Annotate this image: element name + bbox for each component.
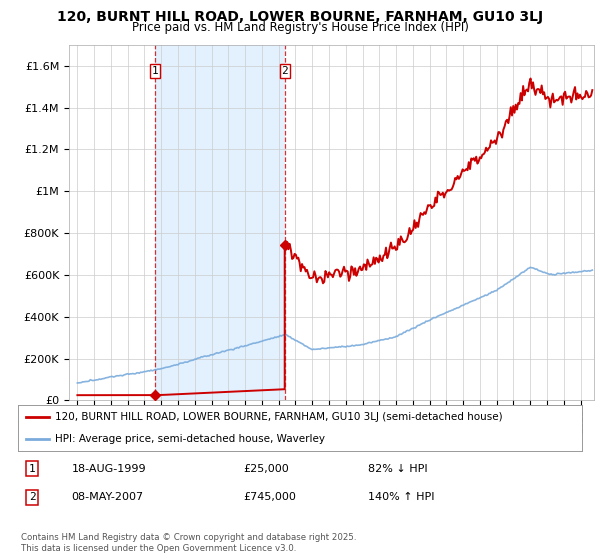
Text: £745,000: £745,000 <box>244 492 296 502</box>
Text: 18-AUG-1999: 18-AUG-1999 <box>71 464 146 474</box>
Text: 2: 2 <box>281 66 288 76</box>
Text: 82% ↓ HPI: 82% ↓ HPI <box>368 464 427 474</box>
Text: 120, BURNT HILL ROAD, LOWER BOURNE, FARNHAM, GU10 3LJ (semi-detached house): 120, BURNT HILL ROAD, LOWER BOURNE, FARN… <box>55 412 502 422</box>
Text: 2: 2 <box>29 492 35 502</box>
Text: 1: 1 <box>29 464 35 474</box>
Text: 08-MAY-2007: 08-MAY-2007 <box>71 492 144 502</box>
Text: Contains HM Land Registry data © Crown copyright and database right 2025.
This d: Contains HM Land Registry data © Crown c… <box>21 533 356 553</box>
Bar <box>155 45 285 400</box>
Text: 120, BURNT HILL ROAD, LOWER BOURNE, FARNHAM, GU10 3LJ: 120, BURNT HILL ROAD, LOWER BOURNE, FARN… <box>57 10 543 24</box>
Text: 1: 1 <box>152 66 158 76</box>
Text: Price paid vs. HM Land Registry's House Price Index (HPI): Price paid vs. HM Land Registry's House … <box>131 21 469 34</box>
Text: 140% ↑ HPI: 140% ↑ HPI <box>368 492 434 502</box>
Text: HPI: Average price, semi-detached house, Waverley: HPI: Average price, semi-detached house,… <box>55 435 325 444</box>
Text: £25,000: £25,000 <box>244 464 289 474</box>
